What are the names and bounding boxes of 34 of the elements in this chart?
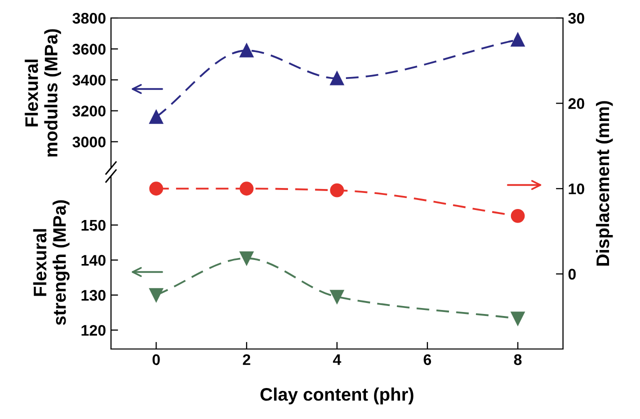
y2-axis-title: Displacement (mm): [596, 101, 613, 266]
point: [330, 290, 344, 304]
y2-tick-label: 0: [568, 268, 576, 280]
point: [240, 251, 254, 266]
point: [149, 288, 164, 302]
point: [149, 182, 164, 196]
x-tick-label: 6: [424, 354, 432, 366]
point: [510, 32, 525, 47]
y-axis-title: Flexural modulus (MPa): [24, 29, 62, 157]
x-tick-label: 2: [242, 354, 250, 365]
point: [330, 71, 344, 86]
y-tick-label: 3400: [72, 74, 106, 86]
y2-tick-label: 20: [568, 98, 584, 109]
x-tick-label: 8: [514, 354, 522, 366]
point: [330, 183, 344, 198]
y-tick-label: 150: [82, 220, 106, 231]
x-axis-title: Clay content (phr): [260, 388, 414, 404]
point: [149, 110, 164, 124]
y-tick-label: 120: [82, 324, 106, 336]
point: [240, 182, 254, 196]
y2-tick-label: 10: [568, 183, 584, 194]
point: [510, 312, 525, 326]
y-tick-label: 3200: [72, 106, 106, 116]
point: [240, 44, 254, 58]
y-tick-label: 3600: [72, 44, 106, 55]
y-tick-label: 3800: [72, 12, 106, 24]
y-tick-label: 3000: [72, 136, 106, 148]
x-tick-label: 4: [332, 354, 342, 365]
y-tick-label: 130: [82, 290, 106, 301]
y-axis-title: Flexural strength (MPa): [33, 200, 70, 326]
x-tick-label: 0: [152, 354, 160, 366]
y2-tick-label: 30: [568, 12, 584, 24]
y-tick-label: 140: [82, 254, 106, 266]
point: [510, 208, 525, 223]
